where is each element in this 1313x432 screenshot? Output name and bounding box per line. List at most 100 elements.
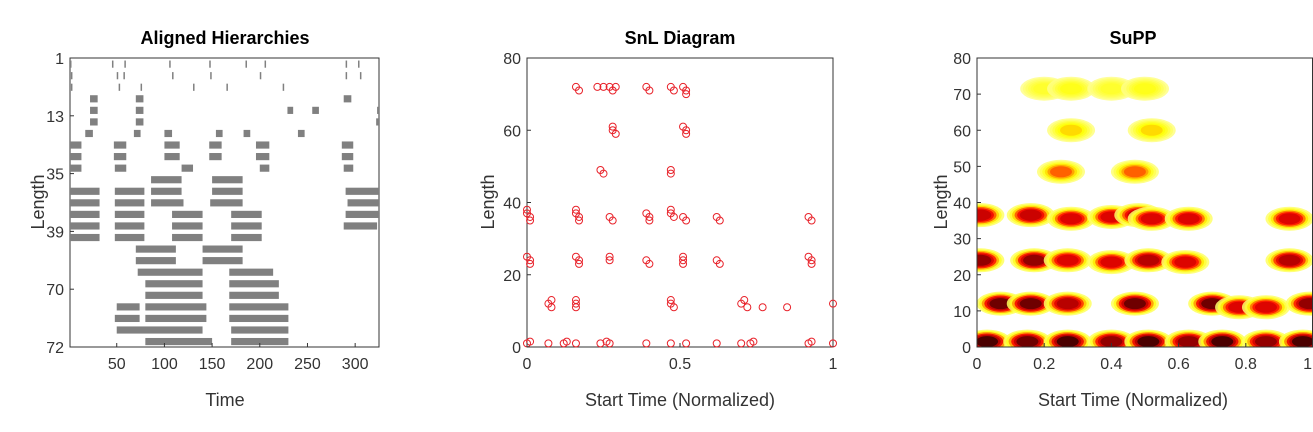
hierarchy-bar — [343, 222, 378, 230]
hierarchy-bar — [145, 337, 213, 346]
hierarchy-bar — [70, 83, 73, 91]
hierarchy-bar — [193, 83, 195, 91]
aligned-hierarchies-bars — [70, 60, 379, 346]
y-tick-label: 35 — [46, 167, 64, 184]
aligned-hierarchies-title: Aligned Hierarchies — [140, 28, 309, 48]
hierarchy-bar — [172, 222, 203, 230]
hierarchy-bar — [231, 337, 289, 346]
hierarchy-bar — [114, 233, 145, 242]
hierarchy-bar — [116, 303, 140, 311]
x-tick-label: 0 — [973, 356, 982, 373]
hierarchy-bar — [210, 72, 212, 80]
hierarchy-bar — [226, 83, 228, 91]
hierarchy-bar — [164, 129, 173, 138]
snl-point — [679, 259, 688, 268]
supp-blob — [1006, 203, 1055, 228]
hierarchy-bar — [145, 314, 207, 323]
x-tick-label: 150 — [199, 356, 226, 373]
hierarchy-bar — [90, 106, 98, 114]
snl-ylabel: Length — [478, 174, 498, 229]
hierarchy-bar — [202, 257, 243, 265]
hierarchy-bar — [209, 153, 222, 161]
hierarchy-bar — [118, 83, 121, 91]
snl-point — [645, 212, 654, 221]
hierarchy-bar — [229, 291, 279, 299]
y-tick-label: 40 — [953, 196, 971, 213]
y-tick-label: 40 — [503, 196, 521, 213]
supp-blob — [1087, 329, 1136, 347]
supp-blob — [977, 248, 1005, 273]
hierarchy-bar — [114, 187, 145, 195]
hierarchy-bar — [137, 268, 203, 276]
y-tick-label: 30 — [953, 232, 971, 249]
snl-point — [737, 339, 746, 348]
x-tick-label: 300 — [342, 356, 369, 373]
hierarchy-bar — [212, 176, 243, 184]
hierarchy-bar — [312, 106, 319, 114]
snl-point — [679, 256, 688, 265]
snl-plot-area — [526, 57, 834, 348]
snl-point — [608, 216, 617, 225]
hierarchy-bar — [172, 210, 203, 218]
snl-x-ticks: 0 0.5 1 — [523, 343, 838, 373]
hierarchy-bar — [245, 60, 247, 68]
hierarchy-bar — [116, 326, 203, 334]
snl-point — [715, 216, 724, 225]
y-tick-label: 80 — [953, 51, 971, 68]
hierarchy-bar — [347, 199, 379, 207]
supp-blob — [1265, 248, 1313, 273]
snl-point — [605, 256, 614, 265]
supp-ylabel: Length — [931, 174, 951, 229]
supp-blob — [1164, 206, 1213, 231]
snl-point — [682, 126, 691, 135]
snl-point — [807, 259, 816, 268]
y-tick-label: 70 — [953, 87, 971, 104]
supp-heat-blobs — [977, 76, 1313, 347]
supp-blob — [977, 203, 1005, 228]
x-tick-label: 100 — [151, 356, 178, 373]
hierarchy-bar — [113, 141, 127, 149]
y-tick-label: 39 — [46, 224, 64, 241]
hierarchy-bar — [255, 153, 270, 161]
y-tick-label: 0 — [512, 340, 521, 357]
aligned-hierarchies-xlabel: Time — [205, 390, 244, 410]
hierarchy-bar — [151, 176, 182, 184]
aligned-hierarchies-ylabel: Length — [28, 174, 48, 229]
snl-point — [666, 165, 675, 174]
supp-blob — [1278, 329, 1313, 347]
hierarchy-bar — [287, 106, 294, 114]
hierarchy-bar — [114, 199, 145, 207]
hierarchy-bar — [345, 187, 379, 195]
hierarchy-bar — [209, 60, 211, 68]
hierarchy-bar — [133, 129, 141, 138]
x-tick-label: 250 — [294, 356, 321, 373]
snl-point — [645, 216, 654, 225]
hierarchy-bar — [169, 60, 171, 68]
y-tick-label: 10 — [953, 304, 971, 321]
snl-point — [666, 296, 675, 305]
hierarchy-bar — [70, 141, 82, 149]
hierarchy-bar — [164, 153, 180, 161]
hierarchy-bar — [231, 210, 262, 218]
hierarchy-bar — [345, 210, 379, 218]
supp-blob — [1127, 206, 1176, 231]
supp-blob — [1047, 118, 1096, 143]
hierarchy-bar — [243, 129, 251, 138]
y-tick-label: 20 — [953, 268, 971, 285]
snl-point — [682, 339, 691, 348]
hierarchy-bar — [70, 222, 100, 230]
hierarchy-bar — [231, 326, 289, 334]
snl-point — [783, 303, 792, 312]
hierarchy-bar — [210, 199, 243, 207]
hierarchy-bar — [70, 210, 100, 218]
hierarchy-bar — [377, 106, 379, 114]
supp-blob — [1043, 329, 1092, 347]
hierarchy-bar — [70, 72, 73, 80]
x-tick-label: 200 — [246, 356, 273, 373]
supp-blob — [1124, 329, 1173, 347]
snl-xlabel: Start Time (Normalized) — [585, 390, 775, 410]
supp-blob — [1047, 76, 1096, 101]
x-tick-label: 50 — [108, 356, 126, 373]
y-tick-label: 70 — [46, 282, 64, 299]
